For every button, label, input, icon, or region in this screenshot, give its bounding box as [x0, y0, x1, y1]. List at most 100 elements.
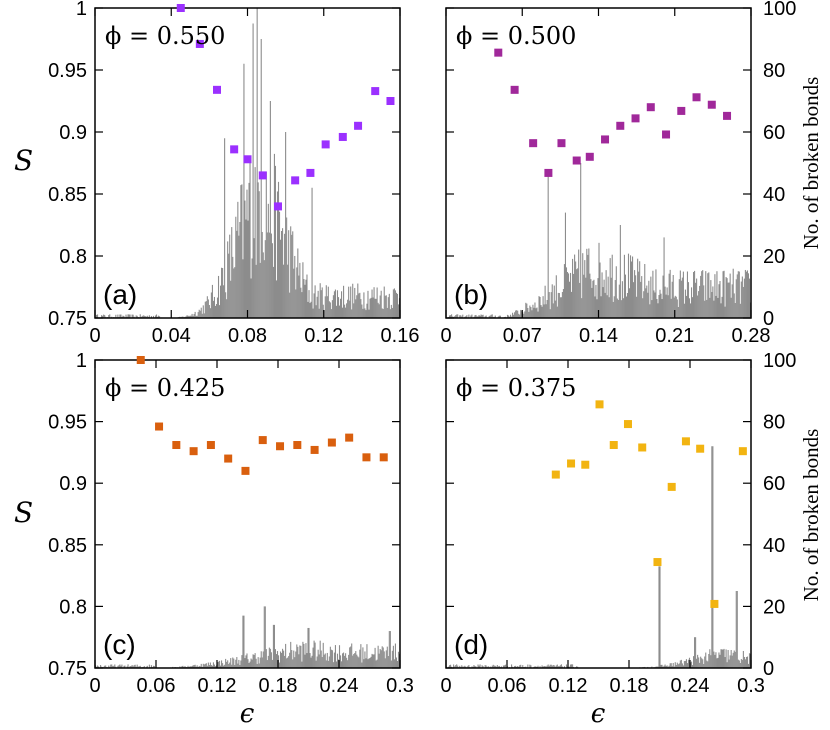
x-tick-label: 0.04: [152, 325, 191, 347]
data-point: [293, 441, 302, 450]
y2-tick-label: 20: [763, 246, 785, 268]
x-tick-label: 0.3: [386, 675, 414, 697]
data-point: [345, 433, 354, 442]
data-point: [494, 48, 503, 57]
data-point: [224, 454, 233, 463]
panel-frame: [94, 359, 401, 669]
data-point: [386, 97, 395, 105]
panel-frame: [445, 359, 752, 669]
y-tick-label: 0.95: [48, 60, 87, 82]
panel-label: (c): [103, 629, 136, 660]
data-point: [258, 436, 267, 445]
data-point: [258, 171, 267, 180]
y2-tick-label: 20: [763, 596, 785, 618]
panel-label: (d): [454, 629, 488, 660]
data-point: [581, 460, 590, 469]
data-point: [677, 106, 686, 115]
y-axis-label-top: S: [14, 144, 33, 177]
y-tick-label: 0.9: [59, 473, 87, 495]
x-tick-label: 0: [440, 325, 451, 347]
data-point: [136, 356, 145, 364]
x-tick-label: 0.14: [579, 325, 618, 347]
data-point: [707, 100, 716, 109]
data-point: [306, 168, 315, 177]
data-point: [327, 438, 336, 447]
data-point: [321, 140, 330, 149]
x-tick-label: 0.18: [610, 675, 649, 697]
data-point: [529, 139, 538, 148]
data-point: [567, 459, 576, 468]
x-tick-label: 0.06: [137, 675, 176, 697]
x-tick-label: 0.24: [671, 675, 710, 697]
y-tick-label: 0.8: [59, 246, 87, 268]
y2-tick-label: 100: [763, 350, 796, 372]
x-axis-label-left: ϵ: [240, 699, 255, 729]
data-point: [681, 437, 690, 446]
y-tick-label: 0.75: [48, 658, 87, 680]
data-point: [710, 599, 719, 608]
y-tick-label: 0.95: [48, 412, 87, 434]
data-point: [243, 155, 252, 164]
data-point: [176, 4, 185, 12]
y2-tick-label: 0: [763, 658, 774, 680]
data-point: [616, 121, 625, 130]
data-point: [738, 447, 747, 456]
data-point: [241, 466, 250, 475]
frames-layer: [94, 7, 752, 669]
y-tick-label: 0.85: [48, 184, 87, 206]
x-tick-label: 0.3: [737, 675, 765, 697]
data-point: [557, 139, 566, 148]
x-tick-label: 0: [89, 675, 100, 697]
x-tick-label: 0: [89, 325, 100, 347]
x-tick-label: 0.12: [198, 675, 237, 697]
x-tick-label: 0.18: [259, 675, 298, 697]
y2-tick-label: 0: [763, 308, 774, 330]
x-tick-label: 0: [440, 675, 451, 697]
phi-annotation: ϕ = 0.375: [456, 374, 576, 402]
panel-label: (a): [103, 279, 137, 310]
data-point: [362, 453, 371, 462]
data-point: [206, 441, 215, 450]
text-layer: 0 0.04 0.08 0.12 0.16 1 0.95 0.9 0.85 0.8 0.75 ϕ = …: [14, 0, 823, 729]
x-tick-label: 0.21: [655, 325, 694, 347]
x-tick-label: 0.12: [304, 325, 343, 347]
y2-axis-label-top: No. of broken bonds: [799, 77, 823, 250]
y2-tick-label: 100: [763, 0, 796, 20]
data-point: [667, 482, 676, 491]
data-point: [338, 132, 347, 141]
x-tick-label: 0.16: [381, 325, 420, 347]
phi-annotation: ϕ = 0.425: [105, 374, 225, 402]
x-axis-label-right: ϵ: [591, 699, 606, 729]
x-tick-label: 0.07: [503, 325, 542, 347]
data-point: [623, 420, 632, 429]
data-point: [638, 443, 647, 452]
y-tick-label: 0.9: [59, 122, 87, 144]
data-point: [274, 202, 282, 211]
y-tick-label: 0.8: [59, 596, 87, 618]
data-point: [544, 168, 553, 177]
y2-tick-label: 40: [763, 535, 785, 557]
panel-label: (b): [454, 279, 488, 310]
y2-tick-label: 60: [763, 473, 785, 495]
data-point: [653, 558, 662, 567]
data-point: [213, 85, 221, 94]
points-layer: [136, 4, 747, 608]
y-tick-label: 1: [76, 350, 87, 372]
bars-panel-c: [95, 606, 400, 668]
data-point: [195, 39, 204, 48]
data-point: [585, 152, 594, 161]
data-point: [189, 447, 198, 456]
y-tick-label: 0.75: [48, 308, 87, 330]
data-point: [631, 114, 640, 123]
data-point: [172, 441, 181, 450]
data-point: [595, 400, 604, 409]
y-tick-label: 0.85: [48, 535, 87, 557]
data-point: [354, 121, 363, 130]
bars-panel-d: [446, 446, 751, 668]
data-point: [723, 111, 732, 120]
y-tick-label: 1: [76, 0, 87, 20]
bars-layer: [95, 8, 751, 668]
data-point: [551, 470, 560, 479]
bars-panel-a: [95, 8, 400, 318]
